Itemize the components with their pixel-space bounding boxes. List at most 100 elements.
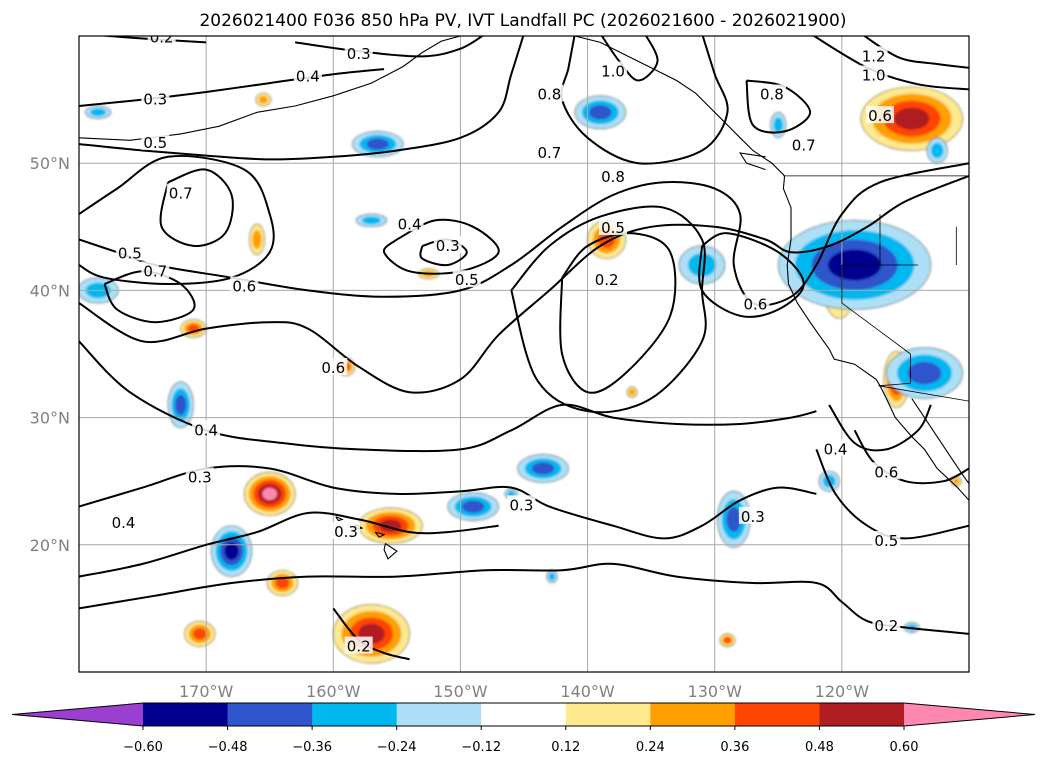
colorbar-segment: [481, 703, 567, 726]
state-border-layer: [783, 175, 969, 402]
contour-label-bg: [344, 43, 373, 61]
contour-label-bg: [866, 106, 894, 124]
negative-anomaly-10-level-3: [726, 506, 742, 532]
negative-anomaly-17: [546, 569, 558, 584]
contour-label: 0.6: [232, 278, 256, 296]
positive-anomaly-1: [244, 472, 296, 516]
longitude-axis: 170°W 160°W 150°W 140°W 130°W 120°W: [179, 682, 869, 701]
ivt-contour-line: [97, 36, 207, 44]
colorbar-tick-label: −0.48: [208, 740, 248, 755]
contour-label-bg: [452, 270, 481, 288]
contour-label-bg: [141, 132, 170, 150]
ivt-contour-line: [853, 429, 969, 485]
ivt-contour-line: [698, 232, 805, 318]
lon-tick-label: 140°W: [560, 682, 615, 701]
positive-anomaly-12-level-2: [252, 230, 262, 249]
latitude-axis: 50°N 40°N 30°N 20°N: [30, 154, 70, 555]
colorbar-tick-label: 0.36: [720, 740, 749, 755]
contour-label-bg: [859, 46, 888, 64]
positive-anomaly-16: [626, 386, 638, 398]
positive-anomaly-9: [184, 620, 216, 647]
negative-anomaly-3-level-4: [224, 542, 239, 560]
negative-anomaly-8-level-3: [461, 500, 485, 513]
negative-anomaly-8: [447, 492, 499, 521]
colorbar-tick-label: −0.36: [292, 740, 332, 755]
contour-label-bg: [872, 462, 901, 480]
coastline: [574, 36, 785, 177]
positive-anomaly-2: [358, 507, 423, 544]
negative-anomaly-7: [167, 381, 194, 429]
contour-label-bg: [741, 294, 770, 312]
contour-label: 0.6: [874, 463, 898, 481]
coastline: [782, 175, 969, 501]
contour-label: 1.2: [862, 47, 886, 65]
negative-anomaly-14: [85, 105, 112, 120]
coastline: [335, 516, 344, 522]
ivt-contour-line: [828, 404, 932, 452]
ivt-contour-line: [815, 449, 969, 540]
negative-anomaly-9: [517, 454, 569, 483]
negative-anomaly-19: [926, 137, 948, 164]
border-line: [841, 265, 911, 355]
negative-anomaly-5-level-3: [588, 105, 612, 120]
map-frame: [78, 35, 970, 673]
negative-anomaly-4-level-2: [687, 253, 717, 277]
ivt-contour-line: [560, 36, 729, 165]
negative-anomaly-2-level-3: [907, 361, 942, 385]
negative-anomaly-6-level-3: [366, 138, 390, 150]
lon-tick-label: 130°W: [688, 682, 743, 701]
contour-label-bg: [141, 89, 170, 107]
contour-label: 0.4: [398, 215, 422, 233]
contour-label: 0.2: [874, 617, 898, 635]
positive-anomaly-5: [860, 86, 963, 151]
contour-label-bg: [535, 84, 564, 102]
contour-label-bg: [293, 66, 322, 84]
colorbar-extend-high: [904, 703, 1035, 726]
ivt-contour-line: [294, 36, 484, 58]
lat-tick-label: 20°N: [30, 536, 70, 555]
negative-anomaly-6: [352, 131, 404, 158]
lon-tick-label: 170°W: [179, 682, 234, 701]
contour-label: 0.8: [760, 86, 784, 104]
negative-anomaly-12: [355, 213, 388, 228]
contour-label: 0.7: [537, 144, 561, 162]
contour-label-bg: [599, 61, 627, 79]
negative-anomaly-14-level-2: [90, 108, 106, 117]
border-line: [878, 354, 911, 387]
contour-label-bg: [332, 522, 360, 540]
positive-anomaly-9-level-3: [192, 628, 207, 640]
positive-anomaly-8: [266, 569, 299, 596]
coastline: [256, 36, 461, 113]
negative-anomaly-7-level-3: [175, 394, 187, 416]
contour-label-bg: [192, 420, 221, 438]
ivt-contour-line: [79, 465, 817, 540]
contour-label-bg: [738, 506, 767, 524]
contour-label: 0.4: [296, 68, 320, 86]
negative-anomaly-9-level-3: [531, 462, 555, 475]
contour-label: 0.3: [188, 468, 212, 486]
coastline: [738, 152, 766, 171]
contour-label: 0.5: [118, 245, 142, 263]
contour-label-bg: [185, 467, 214, 485]
colorbar-tick-label: 0.60: [890, 740, 919, 755]
coastline-layer: [79, 36, 969, 560]
contour-label: 0.7: [792, 136, 816, 154]
contour-label-bg: [859, 65, 888, 83]
colorbar-extend-low: [12, 703, 143, 726]
colorbar-tick-label: −0.12: [461, 740, 501, 755]
negative-anomaly-19-level-2: [930, 142, 944, 159]
ivt-contour-line: [812, 36, 969, 91]
colorbar-tick-label: 0.12: [551, 740, 580, 755]
coastline: [374, 531, 386, 538]
positive-anomaly-3: [333, 604, 410, 664]
ivt-contour-line: [79, 174, 969, 394]
contour-label: 0.8: [601, 168, 625, 186]
contour-label-bg: [395, 214, 424, 232]
map-background: [79, 36, 969, 672]
contour-label: 0.7: [169, 185, 193, 203]
ivt-contour-line: [862, 36, 969, 69]
chart-title: 2026021400 F036 850 hPa PV, IVT Landfall…: [199, 11, 846, 31]
contour-label-bg: [872, 530, 901, 548]
ivt-contour-line: [79, 562, 969, 635]
